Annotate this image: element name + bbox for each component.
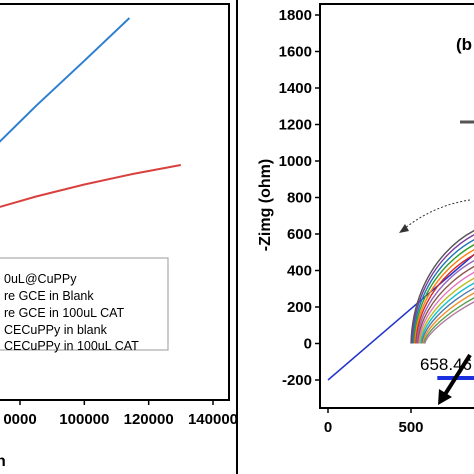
left-x-tick-label: 140000 <box>188 411 238 428</box>
legend-entry-5: CECuPPy in 100uL CAT <box>4 339 139 353</box>
right-y-tick-label: 800 <box>287 190 312 207</box>
legend-entry-2: re GCE in Blank <box>4 289 94 303</box>
left-x-tick-label: 120000 <box>124 411 174 428</box>
right-y-axis-label: -Zimg (ohm) <box>257 159 274 251</box>
right-arc-series-15 <box>424 301 474 344</box>
right-y-tick-label: 1000 <box>279 153 312 170</box>
left-series-group <box>0 17 181 208</box>
right-arc-series-12 <box>421 287 474 344</box>
right-panel: 658.46 (b -200 0 200 400 600 800 1000 1200 1400 1… <box>257 3 474 436</box>
right-x-tick-label: 0 <box>324 419 332 436</box>
right-arc-series-9 <box>418 271 474 344</box>
right-y-tick-label: -200 <box>282 372 312 389</box>
right-plot-frame <box>319 3 474 409</box>
right-arc-series-7 <box>416 259 474 344</box>
legend-entry-1: 0uL@CuPPy <box>4 272 77 286</box>
annotation-value: 658.46 <box>420 355 472 374</box>
right-y-ticks: -200 0 200 400 600 800 1000 1200 1400 1600 1800 <box>279 7 320 389</box>
right-arc-series-8 <box>417 265 474 344</box>
right-y-tick-label: 600 <box>287 226 312 243</box>
left-series-line-1 <box>0 17 131 143</box>
left-series-line-2 <box>0 164 181 208</box>
right-plot-area: 658.46 (b <box>327 35 474 405</box>
right-y-tick-label: 1400 <box>279 80 312 97</box>
right-y-tick-label: 200 <box>287 299 312 316</box>
left-x-ticks: 0000 100000 120000 140000 <box>3 400 238 428</box>
right-y-tick-label: 1800 <box>279 7 312 24</box>
left-panel: 0000 100000 120000 140000 n 0uL@CuPPy re GC… <box>0 3 238 470</box>
right-arc-series-13 <box>422 292 474 344</box>
panel-label-b: (b <box>456 35 472 54</box>
right-arc-series-group <box>410 230 474 344</box>
legend-entry-3: re GCE in 100uL CAT <box>4 306 125 320</box>
left-plot-frame <box>0 3 230 401</box>
right-arc-series-14 <box>423 297 474 344</box>
right-arc-series-11 <box>420 282 474 344</box>
right-arc-series-10 <box>419 277 474 344</box>
right-y-tick-label: 1600 <box>279 44 312 61</box>
left-x-axis-label: n <box>0 453 6 470</box>
left-x-tick-label: 0000 <box>3 411 36 428</box>
right-arc-series-5 <box>414 249 474 344</box>
right-y-tick-label: 400 <box>287 263 312 280</box>
legend-box <box>0 257 169 351</box>
legend: 0uL@CuPPy re GCE in Blank re GCE in 100u… <box>0 257 169 353</box>
annotation-arrow <box>442 353 472 398</box>
left-x-tick-label: 100000 <box>59 411 109 428</box>
trend-dashed-arrow <box>404 199 471 229</box>
right-arc-series-4 <box>413 244 474 344</box>
right-arc-series-6 <box>415 254 474 344</box>
right-y-tick-label: 0 <box>304 336 312 353</box>
legend-entry-4: CECuPPy in blank <box>4 323 108 337</box>
right-x-ticks: 05001 <box>324 408 424 436</box>
right-y-tick-label: 1200 <box>279 117 312 134</box>
right-arc-series-3 <box>412 239 474 344</box>
right-arc-series-2 <box>411 234 474 344</box>
annotation-arrowhead <box>438 389 452 405</box>
trend-arrowhead <box>399 224 409 233</box>
right-x-tick-label: 500 <box>398 419 423 436</box>
right-arc-series-1 <box>410 230 474 344</box>
